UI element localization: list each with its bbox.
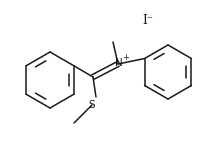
Text: I⁻: I⁻ [143, 14, 153, 26]
Text: N: N [115, 58, 123, 68]
Text: +: + [123, 52, 129, 62]
Text: S: S [89, 100, 95, 110]
